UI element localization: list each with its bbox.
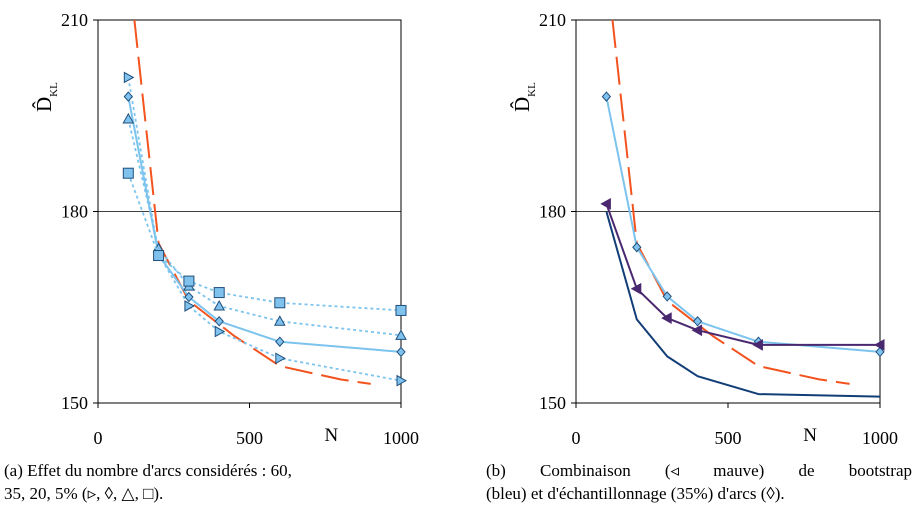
data-point bbox=[213, 299, 226, 311]
x-tick-label: 500 bbox=[715, 428, 742, 448]
series-line bbox=[133, 19, 371, 385]
data-point bbox=[153, 250, 165, 262]
series-3 bbox=[605, 211, 881, 398]
x-axis-label: N bbox=[803, 425, 817, 446]
data-point bbox=[184, 300, 195, 312]
series-1 bbox=[123, 71, 408, 387]
series-line bbox=[127, 172, 402, 312]
series-2 bbox=[123, 91, 406, 358]
series-line bbox=[611, 19, 850, 385]
series-4 bbox=[122, 167, 407, 316]
data-point bbox=[875, 346, 885, 358]
data-point bbox=[662, 291, 672, 302]
caption-a: (a) Effet du nombre d'arcs considérés : … bbox=[4, 459, 444, 505]
y-axis-label-sub: KL bbox=[48, 82, 60, 97]
caption-b-line2: (bleu) et d'échantillonnage (35%) d'arcs… bbox=[486, 484, 785, 503]
data-point bbox=[601, 91, 612, 102]
series-1 bbox=[601, 91, 885, 358]
data-point bbox=[122, 112, 135, 124]
data-point bbox=[183, 275, 195, 287]
data-point bbox=[214, 325, 226, 338]
data-point bbox=[395, 329, 407, 340]
x-tick-label: 0 bbox=[572, 428, 581, 448]
series-line bbox=[605, 211, 881, 398]
y-axis-label-main: D̂ bbox=[32, 97, 56, 112]
data-point bbox=[396, 374, 408, 387]
data-point bbox=[600, 197, 611, 210]
data-point bbox=[396, 346, 406, 358]
data-point bbox=[395, 304, 407, 316]
series-2 bbox=[600, 197, 885, 351]
data-point bbox=[123, 91, 133, 102]
series-3 bbox=[122, 112, 407, 340]
series-line bbox=[127, 77, 402, 382]
y-tick-label: 180 bbox=[61, 202, 88, 222]
data-point bbox=[873, 339, 885, 351]
caption-a-line1: (a) Effet du nombre d'arcs considérés : … bbox=[4, 461, 292, 480]
y-axis-label: D̂KL bbox=[510, 82, 538, 112]
data-point bbox=[692, 316, 703, 327]
y-tick-label: 210 bbox=[61, 10, 88, 30]
data-point bbox=[122, 167, 134, 179]
x-tick-label: 500 bbox=[236, 428, 263, 448]
x-axis-label: N bbox=[324, 425, 338, 446]
y-tick-label: 210 bbox=[539, 10, 566, 30]
caption-b-line1: (b) Combinaison (◃ mauve) de bootstrap bbox=[486, 461, 912, 480]
y-tick-label: 150 bbox=[61, 393, 88, 413]
y-tick-label: 150 bbox=[539, 393, 566, 413]
data-point bbox=[752, 339, 763, 351]
y-axis-label-sub: KL bbox=[526, 82, 538, 97]
data-point bbox=[184, 291, 194, 303]
data-point bbox=[630, 282, 642, 295]
data-point bbox=[123, 71, 135, 84]
series-line bbox=[127, 96, 402, 353]
series-line bbox=[605, 96, 881, 353]
caption-a-line2: 35, 20, 5% (▹, ◊, △, □). bbox=[4, 484, 164, 503]
data-point bbox=[661, 312, 672, 324]
y-tick-label: 180 bbox=[539, 202, 566, 222]
chart-panel-a: 150 180 210 0 500 1000 N D̂KL bbox=[32, 10, 419, 448]
series-line bbox=[127, 118, 402, 337]
data-point bbox=[213, 287, 225, 299]
series-0 bbox=[611, 19, 850, 385]
data-point bbox=[691, 324, 703, 337]
chart-panel-b: 150 180 210 0 500 1000 N D̂KL bbox=[510, 10, 898, 448]
series-0 bbox=[133, 19, 371, 385]
caption-b: (b) Combinaison (◃ mauve) de bootstrap (… bbox=[486, 459, 912, 505]
series-line bbox=[605, 203, 880, 346]
x-tick-label: 0 bbox=[94, 428, 103, 448]
data-point bbox=[274, 297, 286, 309]
data-point bbox=[275, 352, 286, 365]
y-axis-label: D̂KL bbox=[32, 82, 60, 112]
data-point bbox=[632, 241, 642, 253]
x-tick-label: 1000 bbox=[383, 428, 419, 448]
y-axis-label-main: D̂ bbox=[510, 97, 534, 112]
data-point bbox=[273, 315, 286, 326]
x-tick-label: 1000 bbox=[862, 428, 898, 448]
data-point bbox=[275, 336, 285, 347]
data-point bbox=[214, 316, 224, 327]
